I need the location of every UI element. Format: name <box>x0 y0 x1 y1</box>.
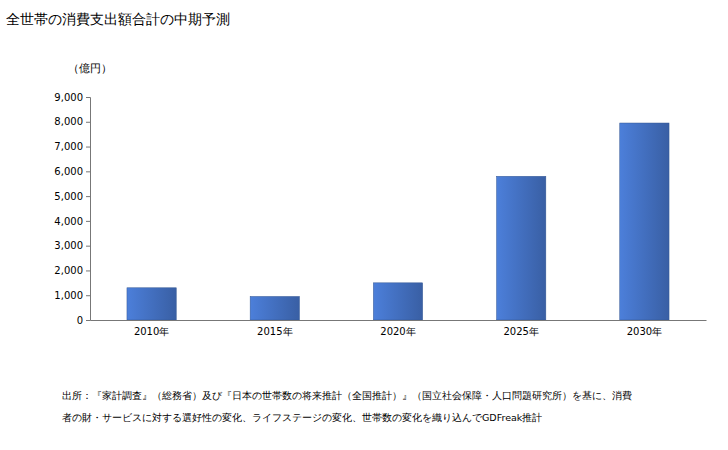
x-tick: 2010年 <box>134 320 169 337</box>
y-tick: 6,000 <box>54 166 90 177</box>
bars <box>127 123 669 320</box>
x-tick-label: 2015年 <box>257 326 292 337</box>
x-tick: 2015年 <box>257 320 292 337</box>
y-tick-mark <box>86 171 90 172</box>
x-tick: 2020年 <box>380 320 415 337</box>
y-tick-mark <box>86 320 90 321</box>
x-tick-label: 2020年 <box>380 326 415 337</box>
y-tick: 4,000 <box>54 216 90 227</box>
y-tick: 7,000 <box>54 141 90 152</box>
y-tick-label: 1,000 <box>54 290 83 301</box>
y-tick-label: 5,000 <box>54 191 83 202</box>
y-tick: 5,000 <box>54 191 90 202</box>
bar <box>250 296 299 320</box>
bar <box>620 123 669 320</box>
y-tick-mark <box>86 295 90 296</box>
x-axis: 2010年 2015年 2020年 2025年 2030年 <box>91 320 707 337</box>
y-tick-mark <box>86 221 90 222</box>
y-tick-label: 2,000 <box>54 265 83 276</box>
title: 全世帯の消費支出額合計の中期予測 <box>6 11 230 27</box>
bar <box>373 283 422 320</box>
y-tick-label: 7,000 <box>54 141 83 152</box>
y-tick-mark <box>86 246 90 247</box>
y-tick: 0 <box>77 315 90 326</box>
y-axis: 0 1,000 2,000 3,000 4,000 5,000 6,000 7,000 8,00… <box>54 92 90 326</box>
bar <box>127 288 176 320</box>
y-tick: 2,000 <box>54 265 90 276</box>
y-axis-line <box>86 98 91 321</box>
chart: 全世帯の消費支出額合計の中期予測 （億円） 0 1,000 2,000 3,000 4,00… <box>0 0 728 450</box>
y-tick-label: 3,000 <box>54 240 83 251</box>
source: 出所：『家計調査』（総務省）及び『日本の世帯数の将来推計（全国推計）』（国立社会… <box>62 390 632 423</box>
y-tick-mark <box>86 97 90 98</box>
y-tick-label: 8,000 <box>54 116 83 127</box>
source-line: 者の財・サービスに対する選好性の変化、ライフステージの変化、世帯数の変化を織り込… <box>62 412 542 423</box>
y-label: （億円） <box>68 62 112 75</box>
x-axis-line <box>91 320 707 321</box>
x-tick: 2030年 <box>627 320 662 337</box>
y-tick-label: 6,000 <box>54 166 83 177</box>
y-tick: 1,000 <box>54 290 90 301</box>
y-tick: 9,000 <box>54 92 90 103</box>
x-tick-label: 2030年 <box>627 326 662 337</box>
y-tick-mark <box>86 196 90 197</box>
x-tick-label: 2010年 <box>134 326 169 337</box>
y-tick: 8,000 <box>54 116 90 127</box>
bar <box>497 176 546 320</box>
y-tick-label: 9,000 <box>54 92 83 103</box>
y-tick-mark <box>86 147 90 148</box>
y-tick-mark <box>86 270 90 271</box>
y-tick-mark <box>86 122 90 123</box>
plot: 0 1,000 2,000 3,000 4,000 5,000 6,000 7,000 8,00… <box>54 92 706 337</box>
x-tick: 2025年 <box>503 320 538 337</box>
x-tick-label: 2025年 <box>503 326 538 337</box>
y-tick: 3,000 <box>54 240 90 251</box>
source-line: 出所：『家計調査』（総務省）及び『日本の世帯数の将来推計（全国推計）』（国立社会… <box>62 390 632 401</box>
y-tick-label: 4,000 <box>54 216 83 227</box>
y-tick-label: 0 <box>77 315 83 326</box>
